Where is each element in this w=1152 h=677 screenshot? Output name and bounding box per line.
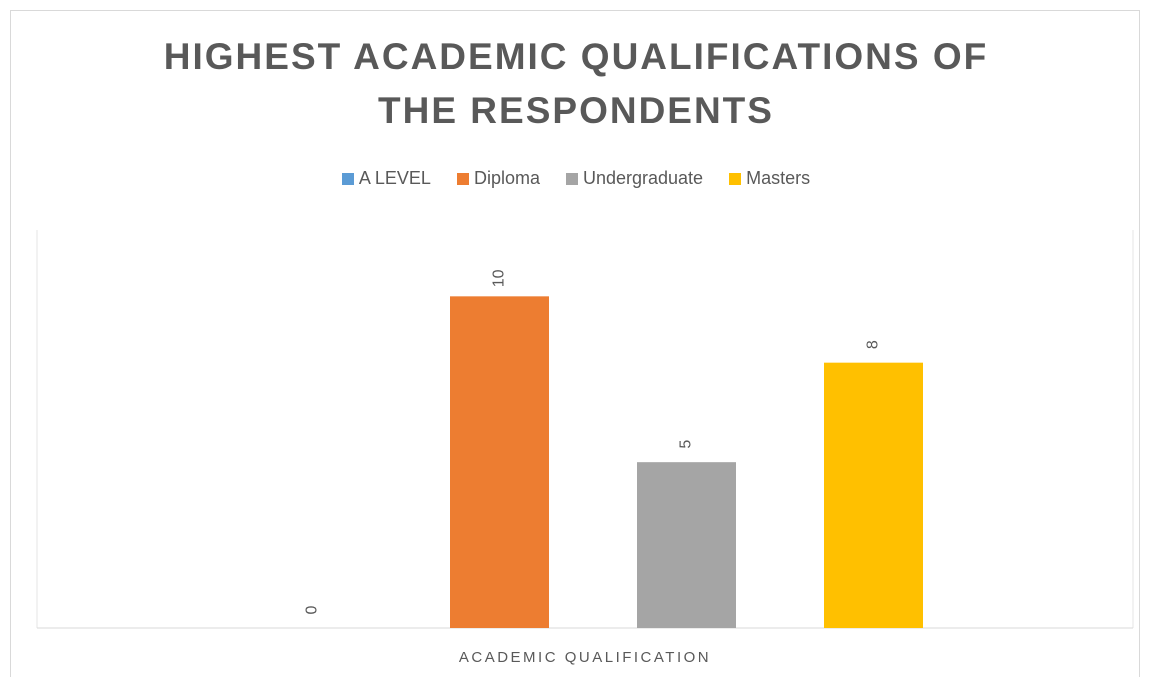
data-label: 10 <box>491 269 508 287</box>
legend-label: Masters <box>746 168 811 188</box>
chart-title: HIGHEST ACADEMIC QUALIFICATIONS OF THE R… <box>163 36 989 131</box>
legend-item: Diploma <box>456 168 540 189</box>
legend-label: A LEVEL <box>358 168 431 188</box>
bar <box>637 462 736 628</box>
data-label: 5 <box>678 440 695 449</box>
legend-label: Diploma <box>473 168 540 188</box>
legend-swatch <box>565 172 578 185</box>
legend-swatch <box>341 172 354 185</box>
data-label: 0 <box>304 605 321 614</box>
legend-swatch <box>456 172 469 185</box>
legend-item: Undergraduate <box>565 168 704 189</box>
legend-item: A LEVEL <box>341 168 431 189</box>
legend-item: Masters <box>729 168 810 189</box>
legend: A LEVEL Diploma Undergraduate Masters <box>0 168 1152 189</box>
bar <box>450 296 549 628</box>
chart-border <box>10 10 1140 677</box>
legend-swatch <box>729 172 742 185</box>
x-tick-label: ACADEMIC QUALIFICATION <box>459 649 711 666</box>
legend-label: Undergraduate <box>582 168 704 188</box>
bar <box>824 362 923 628</box>
data-label: 8 <box>865 340 882 349</box>
